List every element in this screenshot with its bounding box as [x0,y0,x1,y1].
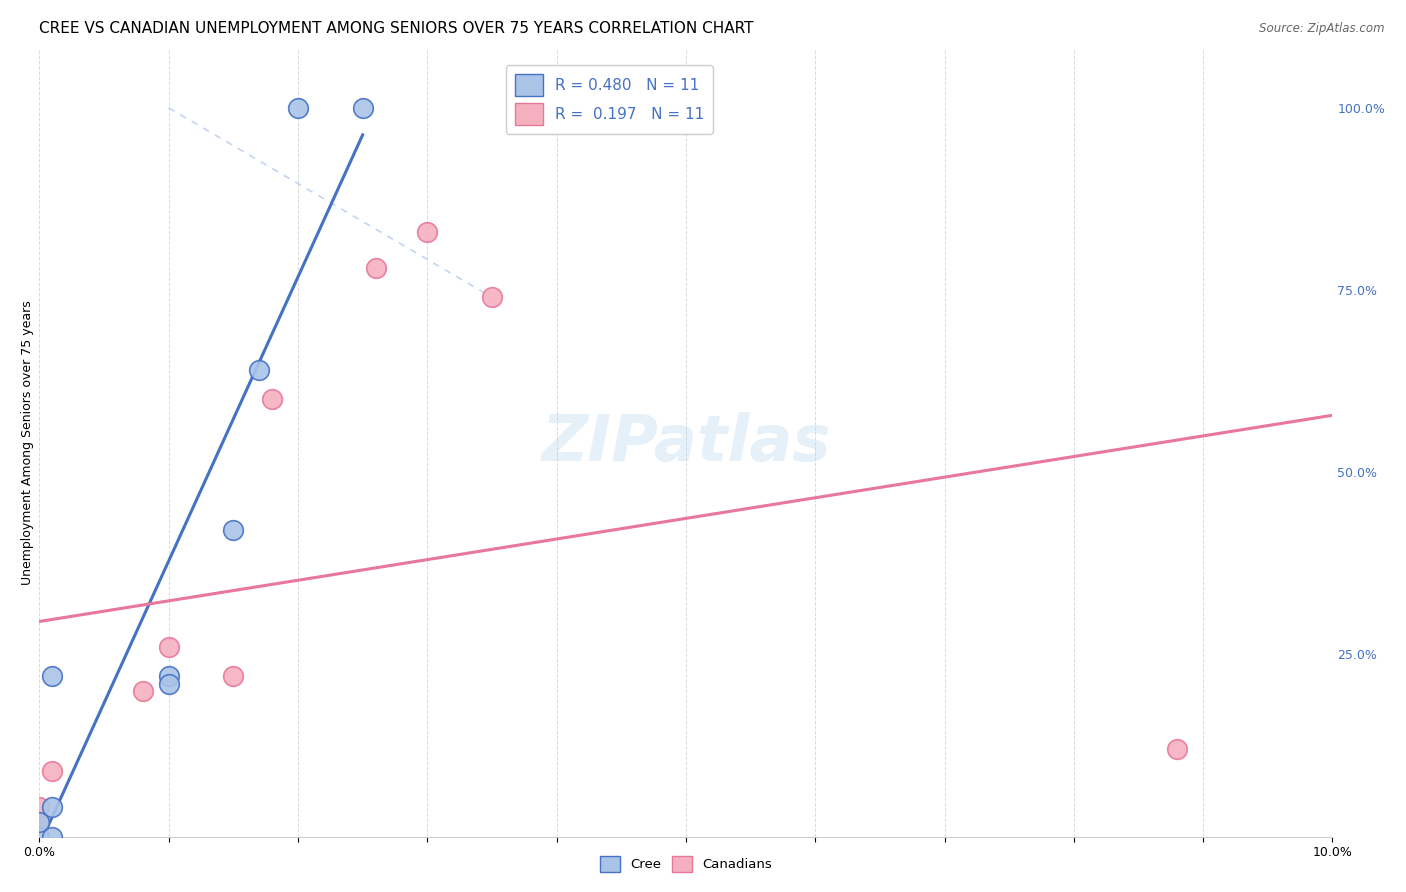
Point [41,669,63,683]
Point [41,830,63,844]
Y-axis label: Unemployment Among Seniors over 75 years: Unemployment Among Seniors over 75 years [21,301,34,585]
Point [364,261,387,276]
Point [1166,742,1188,756]
Point [262,392,284,407]
Point [157,676,180,690]
Point [287,101,309,115]
Point [247,363,270,377]
Point [28,800,51,814]
Point [481,290,503,304]
Point [416,225,439,239]
Point [132,683,155,698]
Text: Source: ZipAtlas.com: Source: ZipAtlas.com [1260,22,1385,36]
Point [222,669,245,683]
Point [157,669,180,683]
Point [28,815,51,830]
Text: ZIPatlas: ZIPatlas [541,412,831,474]
Text: CREE VS CANADIAN UNEMPLOYMENT AMONG SENIORS OVER 75 YEARS CORRELATION CHART: CREE VS CANADIAN UNEMPLOYMENT AMONG SENI… [39,21,754,36]
Legend: Cree, Canadians: Cree, Canadians [595,851,778,877]
Point [157,640,180,654]
Point [28,815,51,830]
Point [352,101,374,115]
Point [28,830,51,844]
Point [41,800,63,814]
Point [41,764,63,778]
Point [222,524,245,538]
